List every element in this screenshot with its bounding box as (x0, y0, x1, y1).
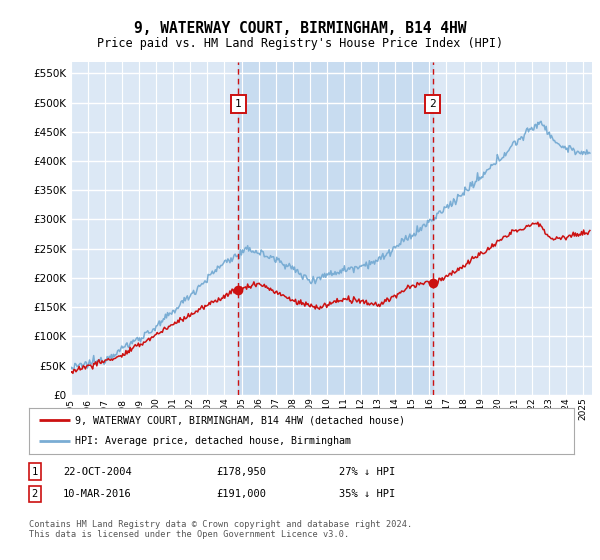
Text: 1: 1 (32, 466, 38, 477)
Text: Price paid vs. HM Land Registry's House Price Index (HPI): Price paid vs. HM Land Registry's House … (97, 37, 503, 50)
Text: 1: 1 (235, 99, 242, 109)
Text: 10-MAR-2016: 10-MAR-2016 (63, 489, 132, 499)
Text: 22-OCT-2004: 22-OCT-2004 (63, 466, 132, 477)
Text: 2: 2 (429, 99, 436, 109)
Text: 27% ↓ HPI: 27% ↓ HPI (339, 466, 395, 477)
Text: £191,000: £191,000 (216, 489, 266, 499)
Text: Contains HM Land Registry data © Crown copyright and database right 2024.
This d: Contains HM Land Registry data © Crown c… (29, 520, 412, 539)
Text: 9, WATERWAY COURT, BIRMINGHAM, B14 4HW (detached house): 9, WATERWAY COURT, BIRMINGHAM, B14 4HW (… (75, 415, 405, 425)
Text: 35% ↓ HPI: 35% ↓ HPI (339, 489, 395, 499)
Bar (238, 62, 433, 395)
Text: 2: 2 (32, 489, 38, 499)
Text: 9, WATERWAY COURT, BIRMINGHAM, B14 4HW: 9, WATERWAY COURT, BIRMINGHAM, B14 4HW (134, 21, 466, 36)
Text: HPI: Average price, detached house, Birmingham: HPI: Average price, detached house, Birm… (75, 436, 351, 446)
Text: £178,950: £178,950 (216, 466, 266, 477)
